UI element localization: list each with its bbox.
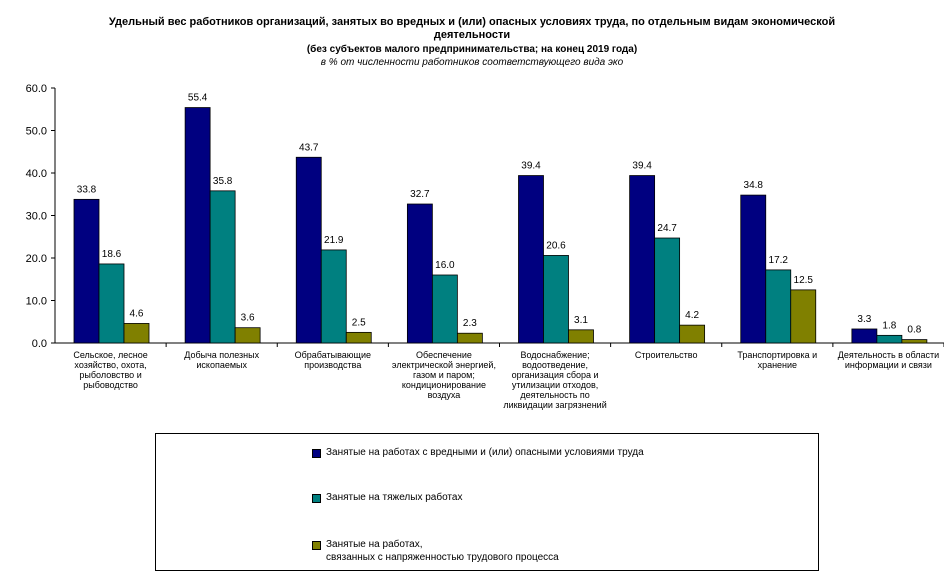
data-label-tension: 12.5 [794,275,814,286]
bar-heavy [431,274,458,344]
data-label-tension: 2.3 [463,318,477,329]
x-category-label: Сельское, лесное хозяйство, охота, рыбол… [73,350,148,390]
bar-tension [568,329,594,344]
data-label-harmful: 43.7 [299,142,319,153]
y-tick-label: 0.0 [32,338,47,350]
bar-tension [345,331,372,344]
data-label-heavy: 17.2 [769,255,789,266]
data-label-harmful: 33.8 [77,184,97,195]
data-label-tension: 4.2 [685,310,699,321]
chart-subtitle: (без субъектов малого предпринимательств… [306,44,638,55]
x-category-label: Строительство [634,350,698,360]
legend-swatch-tension [312,541,321,550]
legend-label-harmful: Занятые на работах с вредными и (или) оп… [326,447,644,458]
data-label-tension: 3.6 [241,313,255,324]
bar-harmful [851,328,878,344]
bar-tension [790,289,817,344]
y-tick-label: 20.0 [26,253,47,265]
y-tick-label: 30.0 [26,211,47,223]
data-label-harmful: 55.4 [188,93,208,104]
y-tick-label: 60.0 [26,83,47,95]
bar-heavy [209,190,236,344]
legend-label-heavy: Занятые на тяжелых работах [326,492,463,503]
data-label-heavy: 21.9 [324,235,344,246]
legend-item-heavy: Занятые на тяжелых работах [312,491,462,504]
legend-label-tension: Занятые на работах, связанных с напряжен… [326,539,559,563]
data-label-tension: 2.5 [352,317,366,328]
bar-heavy [543,255,569,344]
legend-item-harmful: Занятые на работах с вредными и (или) оп… [312,446,644,459]
x-category-label: Обеспечение электрической энергией, газо… [391,350,496,400]
x-category-label: Водоснабжение; водоотведение, организаци… [503,350,607,410]
bar-harmful [295,156,322,344]
data-label-heavy: 18.6 [102,249,122,260]
data-label-heavy: 1.8 [882,320,896,331]
y-tick-label: 50.0 [26,126,47,138]
data-label-harmful: 39.4 [632,161,652,172]
x-category-label: Деятельность в области информации и связ… [837,350,940,370]
bar-tension [234,327,261,344]
bar-heavy [320,249,347,344]
bar-harmful [629,175,656,344]
data-label-harmful: 39.4 [521,161,541,172]
data-label-tension: 3.1 [574,315,588,326]
legend-swatch-heavy [312,494,321,503]
bar-tension [123,323,150,344]
chart-units-note: в % от численности работников соответств… [320,57,624,68]
data-label-tension: 4.6 [130,308,144,319]
data-label-harmful: 3.3 [857,314,871,325]
legend-swatch-harmful [312,449,321,458]
bar-tension [456,332,483,344]
bar-harmful [406,203,433,344]
data-label-tension: 0.8 [907,325,921,336]
data-label-harmful: 34.8 [744,180,764,191]
y-tick-label: 10.0 [26,296,47,308]
data-label-heavy: 35.8 [213,176,233,187]
legend-item-tension: Занятые на работах, связанных с напряжен… [312,538,559,564]
bar-tension [901,339,928,344]
data-label-heavy: 16.0 [435,260,455,271]
x-category-label: Транспортировка и хранение [737,350,818,370]
x-category-label: Добыча полезных ископаемых [184,350,260,370]
bar-harmful [740,194,767,344]
y-tick-label: 40.0 [26,168,47,180]
data-label-heavy: 24.7 [657,223,677,234]
data-label-harmful: 32.7 [410,189,430,200]
x-category-label: Обрабатывающие производства [294,350,371,370]
bar-chart: 0.0 10.0 20.0 30.0 40.0 50.0 60.0 33.8 55.4 43.7 3… [26,83,944,350]
bar-harmful [73,198,100,344]
legend: Занятые на работах с вредными и (или) оп… [155,433,819,571]
bar-heavy [876,334,903,344]
bar-heavy [765,269,792,344]
bar-harmful [184,107,211,344]
chart-title: Удельный вес работников организаций, зан… [108,16,836,41]
bar-tension [679,324,706,344]
bar-heavy [654,237,681,344]
bar-harmful [518,175,544,344]
bar-heavy [98,263,125,344]
data-label-heavy: 20.6 [546,240,566,251]
